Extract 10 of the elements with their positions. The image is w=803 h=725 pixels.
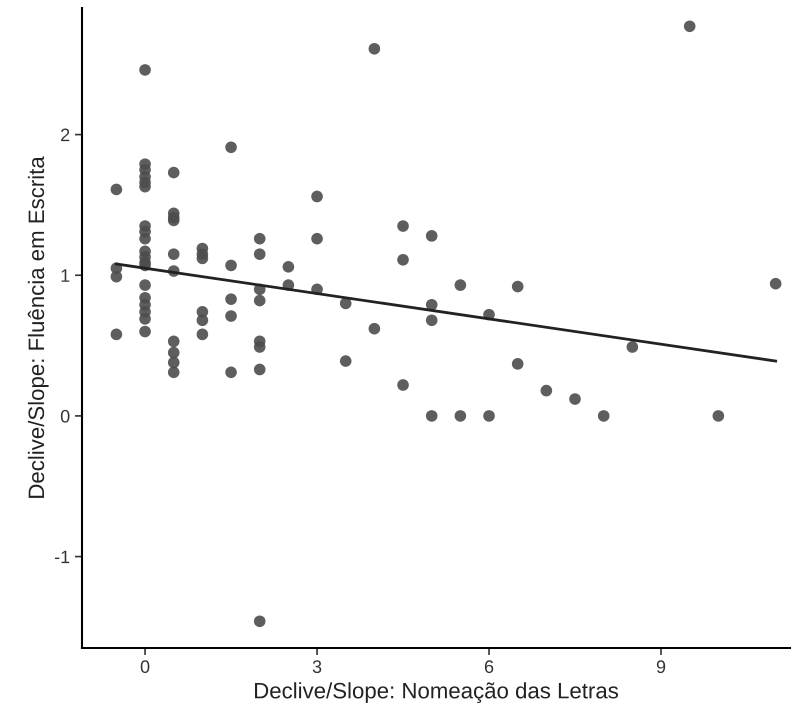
y-tick-label: 2 xyxy=(61,128,70,142)
x-axis-title: Declive/Slope: Nomeação das Letras xyxy=(255,682,618,704)
x-tick-label: 9 xyxy=(656,660,666,674)
x-tick-label: 3 xyxy=(312,660,322,674)
y-axis-title: Declive/Slope: Fluência em Escrita xyxy=(28,156,49,498)
y-tick-label: 1 xyxy=(62,269,70,282)
x-tick-label: 0 xyxy=(140,660,150,674)
y-tick-label: 0 xyxy=(60,410,70,423)
x-tick-label: 6 xyxy=(484,660,494,674)
y-tick-label: -1 xyxy=(54,550,70,564)
